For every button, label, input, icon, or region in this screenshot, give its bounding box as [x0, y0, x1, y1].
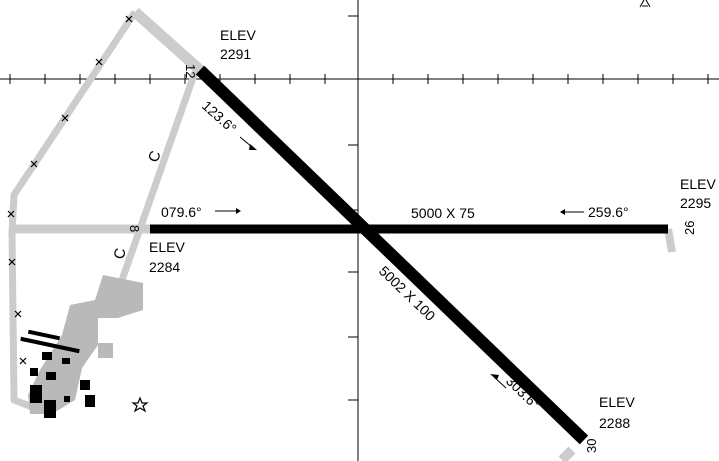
building: [27, 329, 61, 341]
building: [62, 358, 70, 364]
building: [85, 395, 95, 407]
taxiway-c-label: C: [145, 149, 165, 165]
runway-12-30: [195, 65, 589, 445]
taxiway-c-diagonal: [111, 70, 199, 302]
taxiway-stub-26: [664, 228, 676, 253]
taxiway-network: [8, 7, 676, 461]
x-mark-icon: [14, 310, 22, 318]
x-mark-icon: [125, 15, 133, 23]
building: [42, 352, 52, 360]
arrow-right-icon: [215, 208, 241, 214]
runway-end-26-label: 26: [682, 221, 697, 235]
grid-horizontal-ticks: [9, 74, 709, 84]
elevation-8-value: 2284: [149, 259, 180, 275]
arrow-left-icon: [560, 209, 584, 215]
elevation-12-label: ELEV: [220, 27, 256, 43]
x-mark-icons: [7, 15, 133, 365]
heading-079-label: 079.6°: [161, 204, 202, 220]
runway-end-12-label: 12: [183, 64, 198, 78]
runways: [150, 65, 668, 445]
x-mark-icon: [61, 114, 69, 122]
runway-8-26-dimensions: 5000 X 75: [411, 205, 475, 221]
apron-pad: [98, 343, 113, 358]
elevation-8-label: ELEV: [149, 239, 185, 255]
north-arrow-icon: [639, 0, 651, 8]
elevation-26-label: ELEV: [680, 176, 716, 192]
runway-end-8-label: 8: [127, 225, 142, 232]
building: [44, 400, 56, 418]
building: [80, 380, 90, 390]
x-mark-icon: [30, 160, 38, 168]
arrow-diagonal-down-icon: [239, 136, 257, 150]
building: [64, 396, 70, 402]
x-mark-icon: [95, 58, 103, 66]
apron-area: [28, 275, 143, 414]
building: [30, 385, 42, 403]
arrow-diagonal-up-icon: [490, 374, 507, 389]
star-icon: [131, 396, 149, 413]
building: [30, 368, 38, 376]
elevation-26-value: 2295: [680, 195, 711, 211]
runway-end-30-label: 30: [584, 439, 599, 453]
apron-main: [28, 275, 143, 414]
building: [20, 336, 80, 354]
elevation-30-value: 2288: [599, 415, 630, 431]
x-mark-icon: [7, 210, 15, 218]
building: [46, 372, 56, 380]
taxiway-north-connector: [131, 7, 204, 75]
x-mark-icon: [8, 258, 16, 266]
elevation-30-label: ELEV: [599, 394, 635, 410]
x-mark-icon: [19, 357, 27, 365]
buildings: [20, 329, 95, 418]
heading-259-label: 259.6°: [588, 204, 629, 220]
taxiway-stub-30: [558, 446, 576, 461]
taxiway-c-label-lower: C: [111, 247, 130, 261]
elevation-12-value: 2291: [220, 46, 251, 62]
